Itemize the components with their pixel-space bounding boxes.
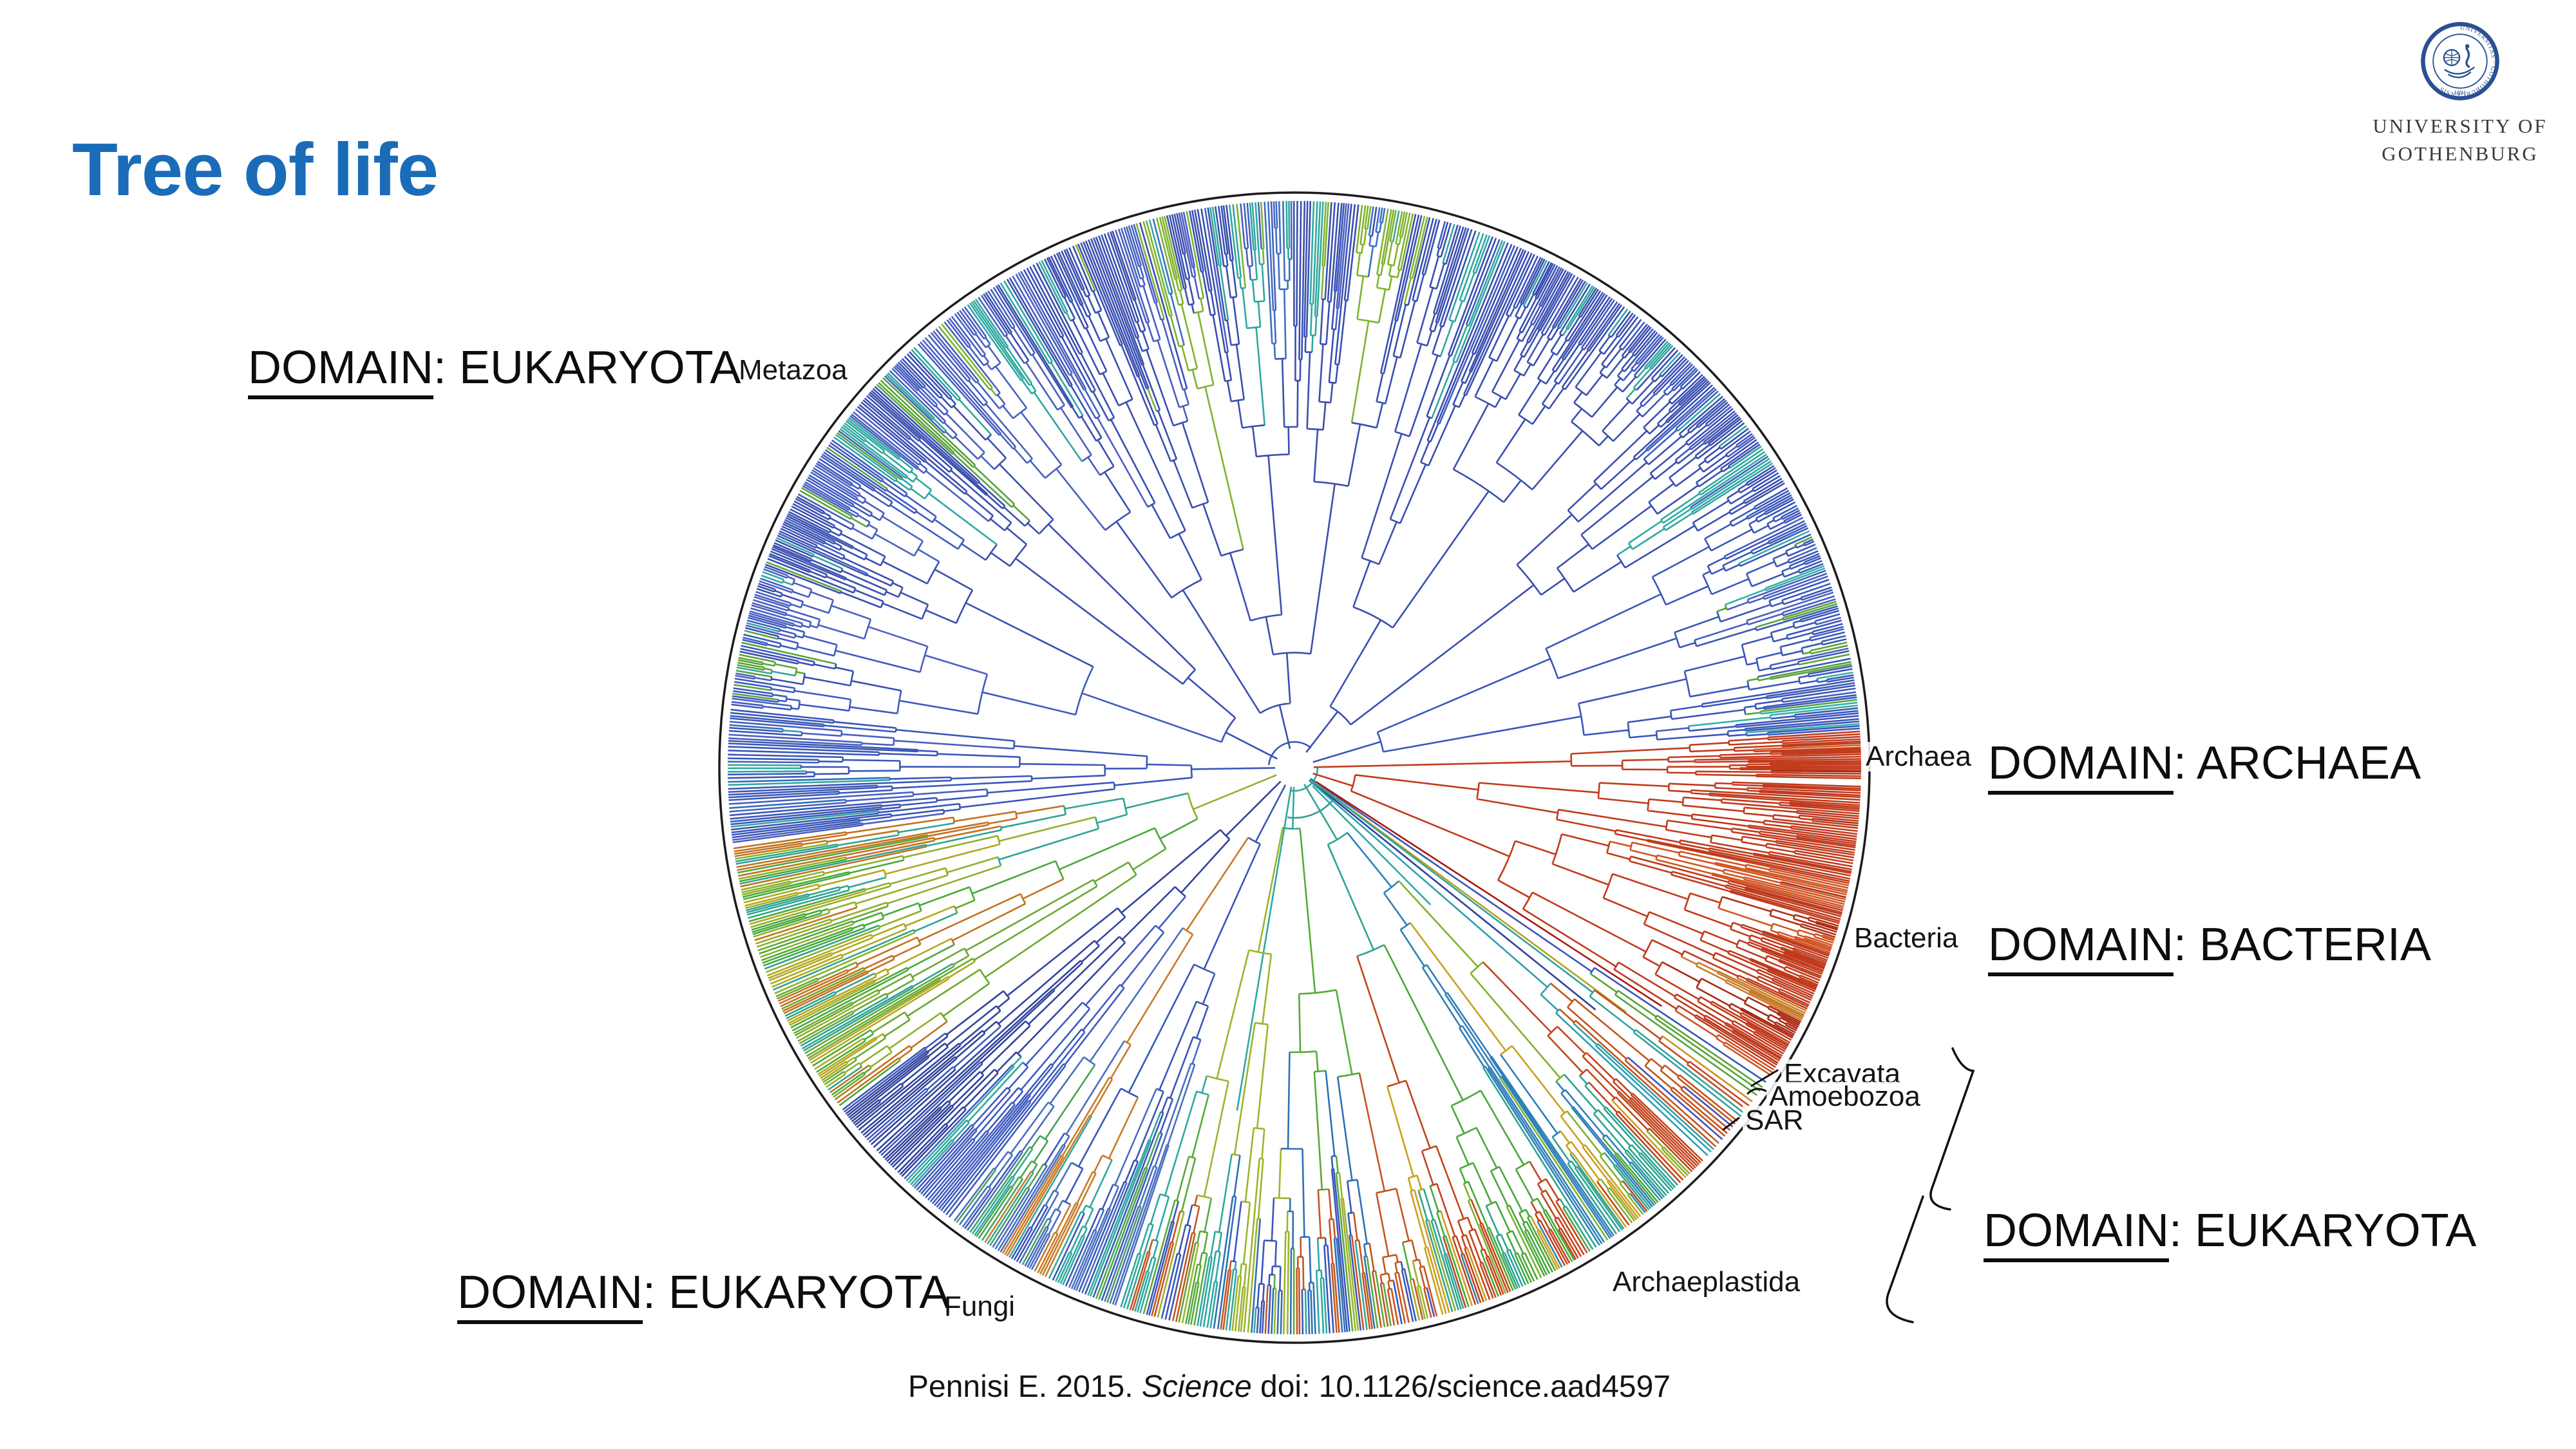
university-logo: UNIVERSITAS · GOTHOBURGENSIS · 1891 UNIV… [2318, 19, 2576, 167]
clade-label-archaeplastida: Archaeplastida [1610, 1267, 1803, 1298]
eukaryota-brace-icon [1886, 1047, 1975, 1323]
domain-annotation-eukaryota-right: DOMAIN: EUKARYOTA [1984, 1205, 2476, 1262]
university-seal-icon: UNIVERSITAS · GOTHOBURGENSIS · 1891 [2421, 22, 2499, 100]
seal-year: 1891 [2454, 90, 2467, 97]
label-leader-lines [1722, 1069, 1779, 1131]
university-name-line1: UNIVERSITY OF [2372, 115, 2548, 137]
citation: Pennisi E. 2015. Science doi: 10.1126/sc… [908, 1369, 1671, 1405]
clade-label-bacteria: Bacteria [1852, 923, 1961, 954]
clade-label-fungi: Fungi [942, 1291, 1018, 1322]
domain-annotation-bacteria: DOMAIN: BACTERIA [1988, 919, 2431, 976]
clade-label-metazoa: Metazoa [736, 355, 850, 386]
clade-label-archaea: Archaea [1863, 741, 1974, 772]
university-name: UNIVERSITY OF GOTHENBURG [2318, 112, 2576, 167]
domain-annotation-eukaryota-top: DOMAIN: EUKARYOTA [248, 342, 741, 399]
university-name-line2: GOTHENBURG [2382, 142, 2539, 165]
citation-prefix: Pennisi E. 2015. [908, 1370, 1142, 1404]
seal-emblem-icon [2443, 44, 2475, 79]
clade-label-sar: SAR [1743, 1105, 1806, 1136]
domain-annotation-eukaryota-bottom: DOMAIN: EUKARYOTA [457, 1267, 950, 1324]
page-title: Tree of life [72, 127, 439, 211]
citation-journal: Science [1141, 1370, 1252, 1404]
domain-annotation-archaea: DOMAIN: ARCHAEA [1988, 737, 2421, 795]
citation-suffix: doi: 10.1126/science.aad4597 [1251, 1370, 1671, 1404]
